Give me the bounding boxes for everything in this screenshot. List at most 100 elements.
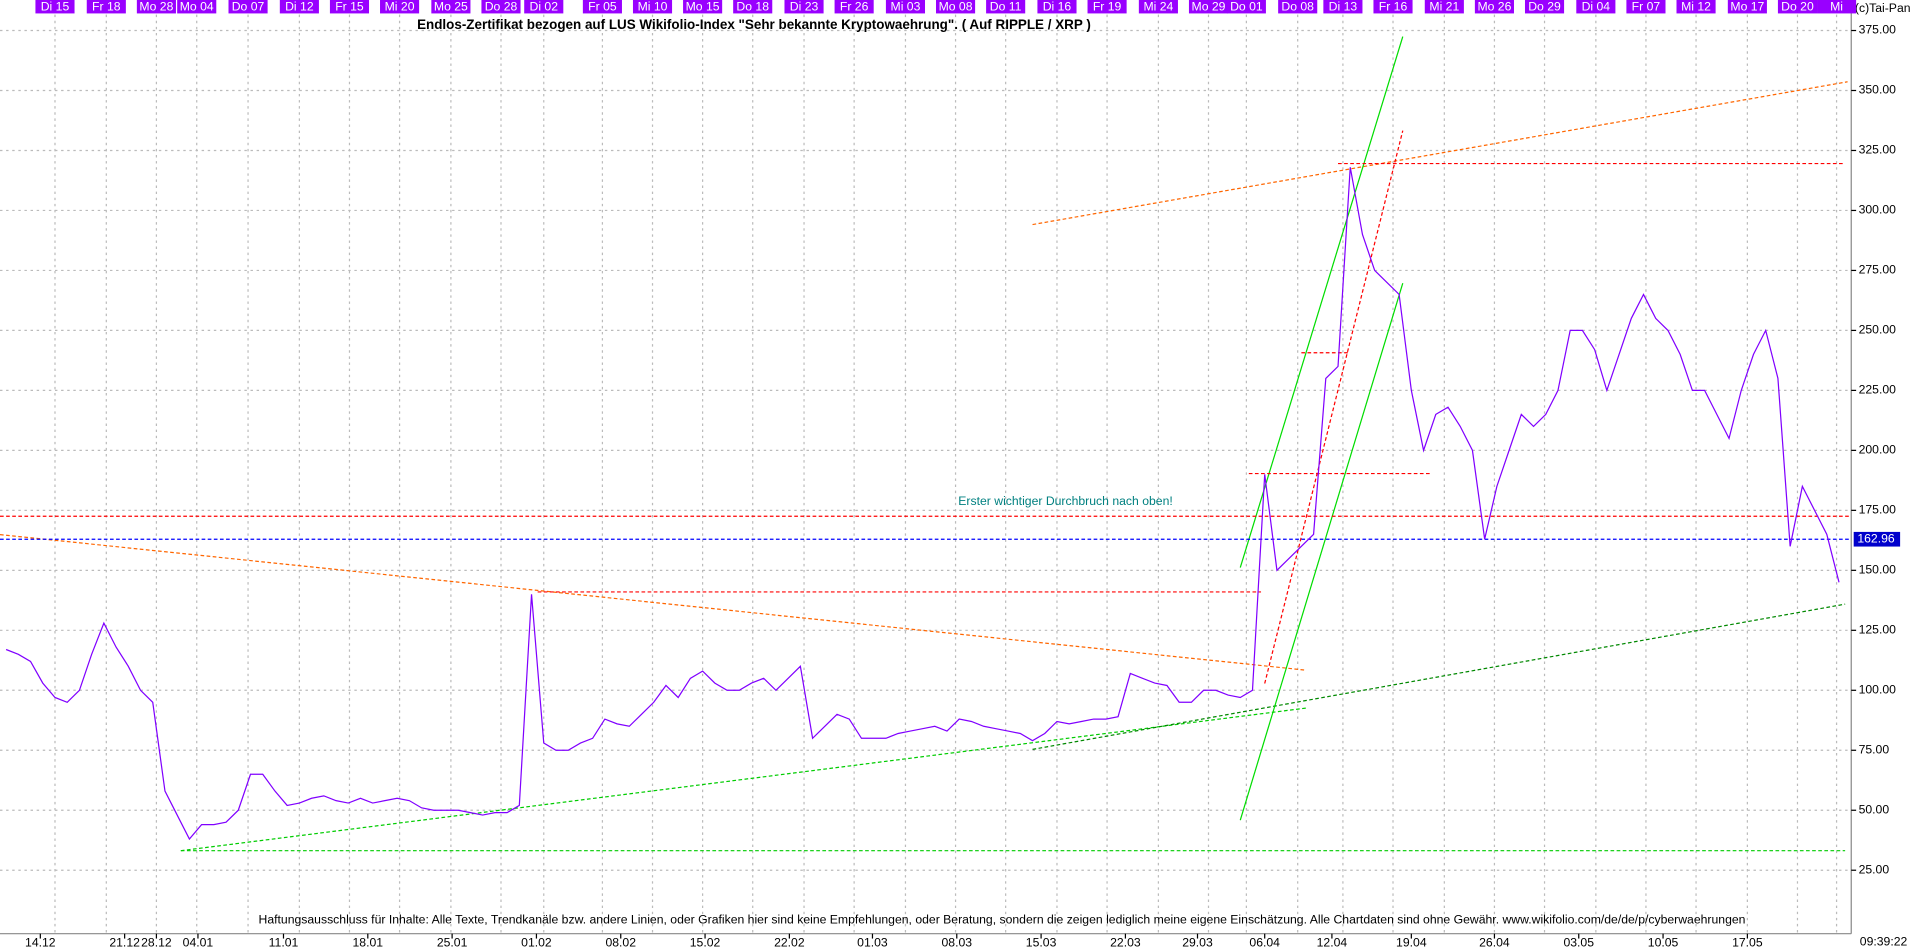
top-tick-label: Do 20	[1781, 0, 1814, 14]
top-tick-label: Di 15	[41, 0, 70, 14]
top-tick-box	[1676, 0, 1716, 14]
y-tick-label: 100.00	[1859, 683, 1897, 697]
top-tick-box	[582, 0, 622, 14]
top-tick-box	[1524, 0, 1565, 14]
last-price-box	[1853, 531, 1901, 547]
top-tick-box	[177, 0, 217, 14]
top-tick-label: Fr 18	[92, 0, 121, 14]
top-tick-label: Di 13	[1329, 0, 1358, 14]
x-tick-label: 08.02	[605, 936, 636, 950]
top-tick-label: Mo 29	[1192, 0, 1226, 14]
x-tick-label: 01.03	[857, 936, 888, 950]
top-tick-box	[1037, 0, 1077, 14]
trend-line	[1239, 36, 1404, 568]
top-tick-label: Di 23	[790, 0, 819, 14]
top-tick-label: Mo 25	[434, 0, 468, 14]
top-tick-label: Di 16	[1043, 0, 1072, 14]
trend-line	[0, 533, 1306, 671]
x-tick-label: 10.05	[1648, 936, 1679, 950]
top-tick-label: Mo 08	[939, 0, 973, 14]
y-tick-label: 50.00	[1859, 802, 1890, 816]
y-tick-label: 375.00	[1859, 23, 1897, 37]
top-tick-label: Do 11	[990, 0, 1022, 14]
top-tick-label: Mo 04	[180, 0, 214, 14]
trend-lines	[0, 36, 1852, 852]
x-tick-label: 21.12	[109, 936, 140, 950]
top-tick-label: Fr 19	[1093, 0, 1122, 14]
top-tick-label: Fr 26	[840, 0, 869, 14]
top-tick-box	[986, 0, 1026, 14]
top-tick-label: Fr 07	[1632, 0, 1661, 14]
top-tick-label: Mi 21	[1429, 0, 1459, 14]
top-tick-label: Do 28	[485, 0, 518, 14]
top-tick-box	[431, 0, 471, 14]
top-tick-label: Do 18	[736, 0, 769, 14]
top-tick-box	[1323, 0, 1363, 14]
top-tick-label: Di 12	[285, 0, 314, 14]
x-tick-label: 01.02	[521, 936, 552, 950]
top-tick-label: Do 07	[232, 0, 265, 14]
top-bar	[0, 0, 1852, 15]
price-line	[5, 167, 1840, 841]
top-tick-box	[1777, 0, 1818, 14]
top-tick-box	[784, 0, 824, 14]
y-tick-label: 75.00	[1859, 742, 1890, 756]
top-tick-label: Mo 17	[1730, 0, 1764, 14]
x-tick-label: 11.01	[269, 936, 299, 950]
top-tick-label: Mo 15	[686, 0, 720, 14]
top-tick-box	[1576, 0, 1616, 14]
y-tick-label: 200.00	[1859, 443, 1897, 457]
top-tick-label: Mo 28	[139, 0, 173, 14]
top-tick-box	[1087, 0, 1127, 14]
trend-line	[1239, 282, 1404, 821]
top-tick-box	[733, 0, 773, 14]
top-tick-box	[380, 0, 420, 14]
last-price-label: 162.96	[1857, 531, 1895, 545]
x-tick-label: 17.05	[1732, 936, 1763, 950]
top-tick-box	[1278, 0, 1318, 14]
top-tick-box	[1474, 0, 1514, 14]
x-tick-label: 14.12	[25, 936, 56, 950]
top-tick-label: Mi 20	[385, 0, 415, 14]
top-tick-box	[1226, 0, 1266, 14]
x-tick-label: 06.04	[1249, 936, 1280, 950]
copyright: (c)Tai-Pan	[1855, 1, 1911, 15]
top-tick-box	[1817, 0, 1857, 14]
top-tick-label: Mi 03	[891, 0, 921, 14]
y-tick-label: 125.00	[1859, 623, 1897, 637]
top-tick-label: Do 29	[1528, 0, 1561, 14]
x-tick-label: 28.12	[141, 936, 172, 950]
x-tick-label: 26.04	[1479, 936, 1510, 950]
y-tick-label: 150.00	[1859, 563, 1897, 577]
trend-line	[1032, 81, 1848, 226]
y-tick-label: 225.00	[1859, 383, 1897, 397]
footer: Haftungsausschluss für Inhalte: Alle Tex…	[259, 912, 1746, 926]
top-tick-box	[86, 0, 126, 14]
x-tick-label: 22.03	[1110, 936, 1141, 950]
y-tick-label: 325.00	[1859, 143, 1897, 157]
top-tick-label: Mi 12	[1681, 0, 1711, 14]
x-tick-label: 15.02	[690, 936, 721, 950]
top-tick-box	[329, 0, 370, 14]
annotation: Erster wichtiger Durchbruch nach oben!	[958, 494, 1172, 508]
top-tick-box	[35, 0, 75, 14]
top-tick-box	[228, 0, 268, 14]
x-tick-label: 03.05	[1563, 936, 1594, 950]
top-tick-label: Fr 15	[335, 0, 364, 14]
top-tick-box	[683, 0, 723, 14]
x-tick-label: 29.03	[1182, 936, 1213, 950]
top-tick-label: Mi 10	[638, 0, 668, 14]
x-tick-label: 04.01	[183, 936, 214, 950]
x-tick-label: 25.01	[437, 936, 468, 950]
trend-line	[1264, 130, 1404, 684]
top-tick-label: Mi 24	[1143, 0, 1173, 14]
x-tick-label: 15.03	[1026, 936, 1057, 950]
top-tick-box	[1138, 0, 1178, 14]
top-tick-label: Di 02	[530, 0, 559, 14]
top-tick-label: Do 08	[1281, 0, 1314, 14]
top-tick-box	[279, 0, 319, 14]
top-tick-box	[1424, 0, 1464, 14]
top-tick-label: Di 04	[1582, 0, 1611, 14]
x-tick-label: 08.03	[941, 936, 972, 950]
